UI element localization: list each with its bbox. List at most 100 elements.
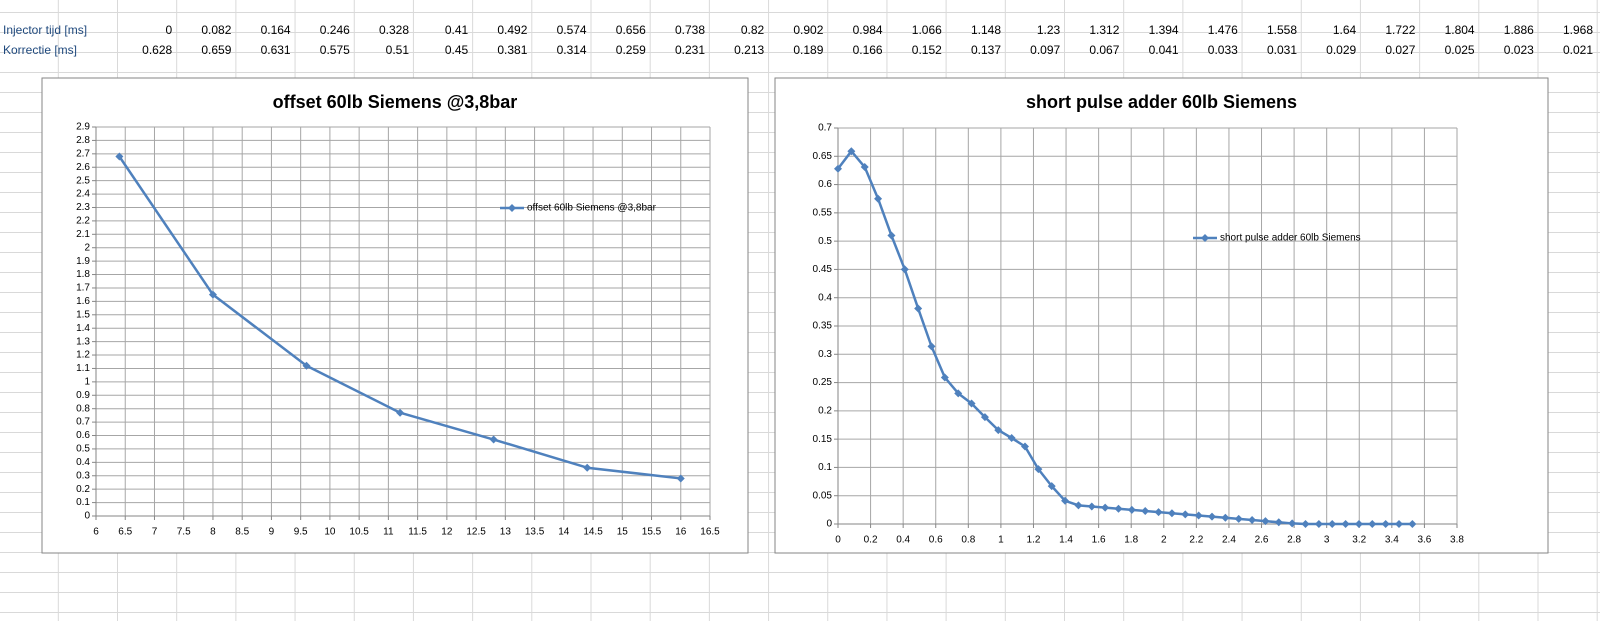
cell: 0.631 bbox=[261, 43, 291, 57]
cell: 0.575 bbox=[320, 43, 350, 57]
y-tick-label: 2.7 bbox=[76, 148, 90, 159]
y-tick-label: 0.35 bbox=[813, 321, 833, 332]
cell: 1.558 bbox=[1267, 23, 1297, 37]
marker bbox=[967, 399, 976, 408]
x-tick-label: 16.5 bbox=[700, 527, 720, 538]
cell: 1.312 bbox=[1089, 23, 1119, 37]
x-tick-label: 0 bbox=[835, 535, 841, 546]
x-tick-label: 2.8 bbox=[1287, 535, 1301, 546]
cell: 0.738 bbox=[675, 23, 705, 37]
x-tick-label: 6.5 bbox=[118, 527, 132, 538]
y-tick-label: 1.1 bbox=[76, 363, 90, 374]
marker bbox=[954, 389, 963, 398]
legend-marker bbox=[508, 204, 516, 212]
marker bbox=[1314, 520, 1323, 528]
cell: 0 bbox=[166, 23, 173, 37]
marker bbox=[1234, 514, 1243, 523]
y-tick-label: 0.25 bbox=[813, 377, 833, 388]
marker bbox=[1154, 508, 1163, 517]
marker bbox=[1208, 512, 1217, 521]
x-tick-label: 16 bbox=[675, 527, 687, 538]
marker bbox=[1141, 506, 1150, 515]
y-tick-label: 0.9 bbox=[76, 390, 90, 401]
y-tick-label: 1.8 bbox=[76, 269, 90, 280]
y-tick-label: 1.7 bbox=[76, 283, 90, 294]
y-tick-label: 0.1 bbox=[818, 462, 832, 473]
legend-marker bbox=[1201, 234, 1209, 242]
legend-label: short pulse adder 60lb Siemens bbox=[1220, 233, 1361, 244]
cell: 0.82 bbox=[741, 23, 765, 37]
x-tick-label: 11 bbox=[383, 527, 394, 538]
x-tick-label: 14 bbox=[558, 527, 570, 538]
y-tick-label: 2.9 bbox=[76, 122, 90, 133]
x-tick-label: 7 bbox=[152, 527, 158, 538]
y-tick-label: 2.8 bbox=[76, 135, 90, 146]
y-tick-label: 1.6 bbox=[76, 296, 90, 307]
marker bbox=[676, 474, 685, 483]
x-tick-label: 12 bbox=[441, 527, 453, 538]
x-tick-label: 10.5 bbox=[349, 527, 369, 538]
x-tick-label: 1.8 bbox=[1124, 535, 1138, 546]
x-tick-label: 6 bbox=[93, 527, 99, 538]
x-tick-label: 0.6 bbox=[929, 535, 943, 546]
cell: 0.902 bbox=[793, 23, 823, 37]
y-tick-label: 0 bbox=[84, 511, 90, 522]
marker bbox=[914, 304, 923, 313]
row-label: Injector tijd [ms] bbox=[3, 23, 87, 37]
x-tick-label: 2.6 bbox=[1255, 535, 1269, 546]
x-tick-label: 0.8 bbox=[961, 535, 975, 546]
y-tick-label: 0.3 bbox=[76, 470, 90, 481]
y-tick-label: 0.8 bbox=[76, 403, 90, 414]
cell: 1.23 bbox=[1037, 23, 1061, 37]
marker bbox=[1114, 504, 1123, 513]
cell: 1.148 bbox=[971, 23, 1001, 37]
marker bbox=[489, 435, 498, 444]
cell: 0.023 bbox=[1504, 43, 1534, 57]
marker bbox=[1061, 496, 1070, 505]
y-tick-label: 0.05 bbox=[813, 490, 833, 501]
chart-frame bbox=[774, 77, 1549, 554]
y-tick-label: 2.6 bbox=[76, 162, 90, 173]
cell: 0.259 bbox=[616, 43, 646, 57]
y-tick-label: 0.55 bbox=[813, 207, 833, 218]
marker bbox=[860, 163, 869, 172]
marker bbox=[834, 164, 842, 173]
y-tick-label: 0.7 bbox=[818, 123, 832, 134]
marker bbox=[1021, 442, 1030, 451]
marker bbox=[1395, 520, 1404, 528]
y-tick-label: 0.5 bbox=[818, 236, 832, 247]
y-tick-label: 1.4 bbox=[76, 323, 90, 334]
y-tick-label: 0.15 bbox=[813, 434, 833, 445]
marker bbox=[1221, 513, 1230, 522]
cell: 1.968 bbox=[1563, 23, 1593, 37]
cell: 0.656 bbox=[616, 23, 646, 37]
x-tick-label: 7.5 bbox=[177, 527, 191, 538]
x-tick-label: 11.5 bbox=[408, 527, 427, 538]
cell: 1.476 bbox=[1208, 23, 1238, 37]
row-label: Korrectie [ms] bbox=[3, 43, 77, 57]
x-tick-label: 1.6 bbox=[1092, 535, 1106, 546]
cell: 0.213 bbox=[734, 43, 764, 57]
y-tick-label: 2.3 bbox=[76, 202, 90, 213]
y-tick-label: 0.5 bbox=[76, 444, 90, 455]
y-tick-label: 0.1 bbox=[76, 497, 90, 508]
cell: 0.031 bbox=[1267, 43, 1297, 57]
cell: 0.029 bbox=[1326, 43, 1356, 57]
x-tick-label: 3.4 bbox=[1385, 535, 1399, 546]
marker bbox=[1274, 518, 1283, 527]
marker bbox=[1101, 503, 1110, 512]
x-tick-label: 0.2 bbox=[864, 535, 878, 546]
marker bbox=[1381, 520, 1390, 528]
x-tick-label: 9.5 bbox=[294, 527, 308, 538]
marker bbox=[874, 194, 883, 203]
x-tick-label: 9 bbox=[269, 527, 275, 538]
y-tick-label: 0.65 bbox=[813, 151, 833, 162]
x-tick-label: 3.8 bbox=[1450, 535, 1464, 546]
marker bbox=[1074, 501, 1083, 510]
cell: 1.64 bbox=[1333, 23, 1357, 37]
y-tick-label: 2.4 bbox=[76, 189, 90, 200]
marker bbox=[900, 265, 909, 274]
marker bbox=[1194, 511, 1203, 520]
y-tick-label: 0.3 bbox=[818, 349, 832, 360]
x-tick-label: 8 bbox=[210, 527, 216, 538]
